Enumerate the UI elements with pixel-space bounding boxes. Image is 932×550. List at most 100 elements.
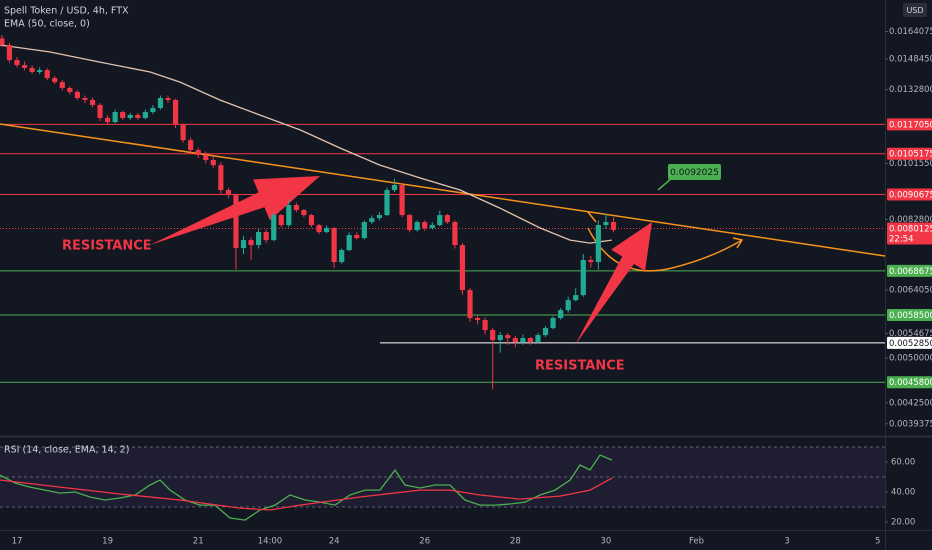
candle-body [225,190,232,196]
y-tick-label: 0.0064050 [889,286,932,296]
y-tick-label: 0.0101550 [889,159,932,169]
candle-body [52,78,58,83]
candle-body [437,215,443,226]
candle-body [558,310,564,319]
candle-body [6,45,13,61]
callout-pointer [657,177,673,191]
level-tag-label: 0.0058500 [889,311,932,321]
currency-badge[interactable] [903,3,927,17]
candle-body [286,205,292,226]
level-tag-label: 0.0117050 [889,120,932,130]
x-tick-label: 24 [329,537,340,547]
candle-body [323,228,330,233]
candle-body [512,338,518,343]
y-tick-label: 20.00 [891,518,915,528]
candle-body [240,240,247,249]
y-tick-label: 0.0050000 [889,354,932,364]
current-price-label: 0.0080125 [889,225,932,235]
level-tag [887,118,932,131]
candle-body [120,112,126,118]
candle-body [150,108,156,113]
level-tag [887,147,932,160]
x-tick-label: 17 [12,537,23,547]
candle-body [422,222,428,229]
y-tick-label: 0.0082800 [889,215,932,225]
candle-body [331,228,337,263]
candle-body [316,225,322,233]
trendline [0,123,886,257]
candle-body [505,335,511,339]
candle-body [399,185,405,216]
candle-body [490,330,496,341]
rsi-line [0,454,613,521]
candle-body [384,190,390,216]
annotation: RESISTANCE [535,359,625,374]
candle-body [308,215,315,226]
x-tick-label: 26 [419,537,430,547]
y-tick-label: 0.0148450 [889,55,932,65]
candle-body [271,215,277,241]
candle-body [255,232,262,246]
annotation: RESISTANCE [62,239,152,254]
candle-body [278,215,284,226]
rsi-legend: RSI (14, close, EMA, 14, 2) [4,445,129,456]
candle-body [346,235,352,251]
projection-arrowhead [732,237,744,249]
candle-body [429,225,435,229]
candle-body [59,82,65,88]
candle-body [97,104,103,118]
x-tick-label: Feb [689,537,704,547]
level-tag-label: 0.0068675 [889,267,932,277]
candle-body [0,38,5,46]
candle-body [104,117,111,123]
candle-body [354,235,360,239]
y-tick-label: 40.00 [891,488,915,498]
candle-body [407,215,413,231]
rsi-line [0,477,613,511]
candle-body [550,318,556,329]
candle-body [542,328,549,336]
candle-body [74,91,80,99]
level-tag-label: 0.0090675 [889,191,932,201]
projection-curve [587,227,743,272]
level-tag-label: 0.0045800 [889,378,932,388]
candle-body [535,335,541,343]
candle-body [339,250,345,263]
candle-body [248,240,254,246]
candle-body [82,98,88,100]
level-tag-label: 0.0105175 [889,150,932,160]
candle-body [520,338,526,343]
x-tick-label: 30 [601,537,612,547]
candle-body [459,245,466,291]
x-tick-label: 14:00 [258,537,283,547]
candle-body [89,99,96,105]
candle-body [444,215,450,223]
candle-body [112,112,118,123]
candle-body [497,335,503,341]
ema-legend: EMA (50, close, 0) [4,19,90,30]
candle-body [67,87,73,92]
candle-body [603,222,609,226]
candle-body [188,140,194,151]
candle-body [588,260,594,263]
level-tag [887,188,932,201]
projection-start [587,211,597,223]
candle-body [195,150,201,155]
candle-body [142,112,148,118]
currency-label[interactable]: USD [906,6,923,15]
countdown-label: 22:54 [889,235,914,245]
level-tag [887,308,932,321]
candle-body [157,98,164,109]
x-tick-label: 3 [784,537,789,547]
candle-body [361,222,367,239]
candle-body [595,225,601,263]
arrow [575,222,652,345]
ema-line [0,44,612,244]
candle-body [301,210,307,216]
candle-body [376,215,383,219]
candle-body [452,222,458,246]
candle-body [565,300,571,311]
candle-body [391,185,398,191]
